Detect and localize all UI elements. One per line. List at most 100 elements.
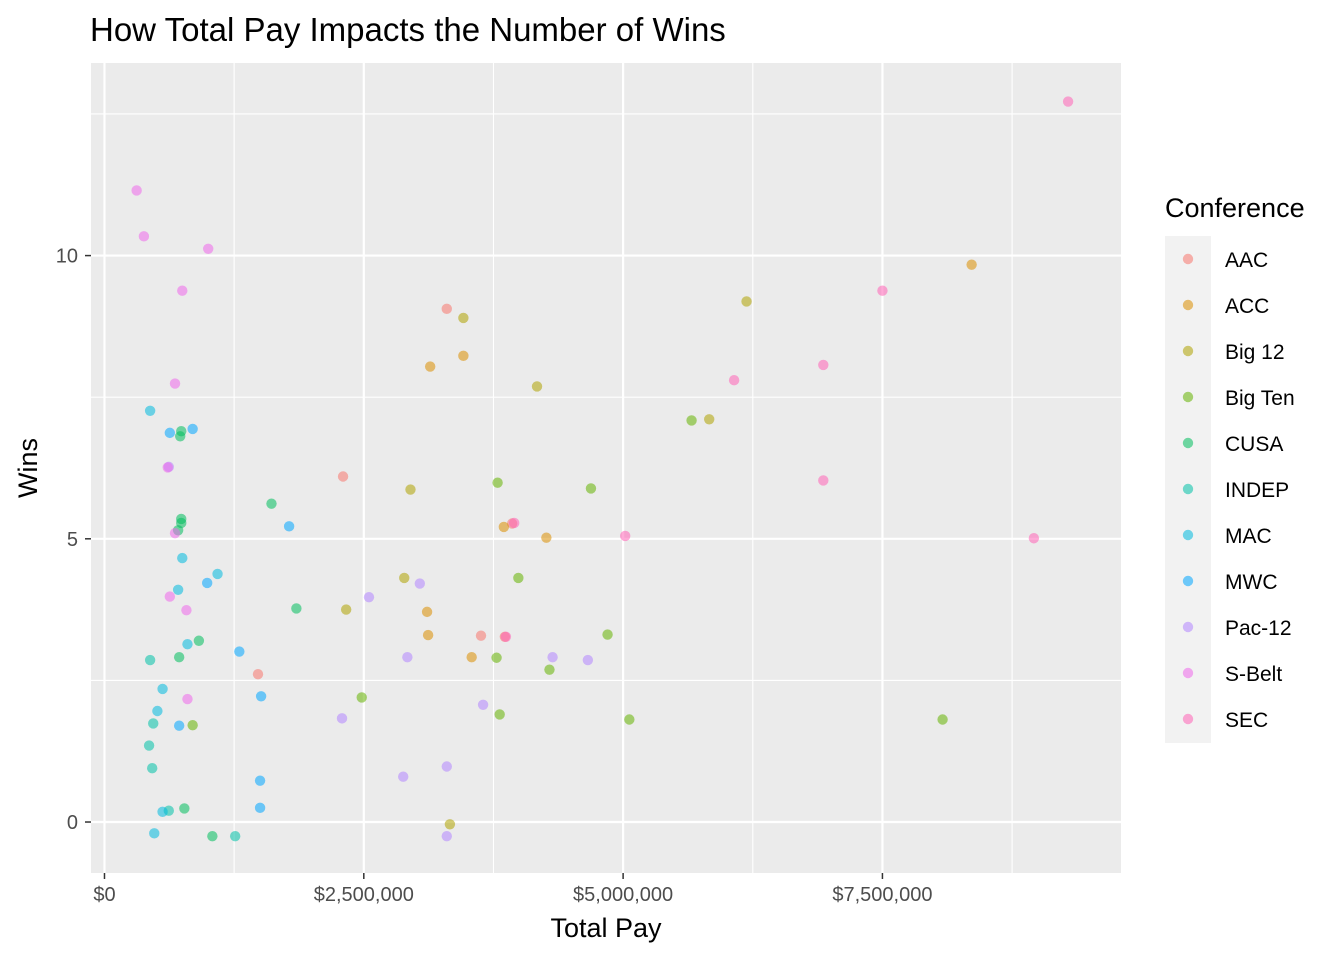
- data-point: [399, 572, 410, 584]
- data-point: [441, 303, 452, 315]
- chart-title: How Total Pay Impacts the Number of Wins: [90, 11, 726, 48]
- data-point: [164, 591, 176, 602]
- data-point: [441, 830, 452, 842]
- legend-label: MAC: [1225, 525, 1272, 548]
- data-point: [169, 527, 181, 539]
- legend-key: [1182, 391, 1194, 403]
- legend-key: [1182, 667, 1194, 679]
- data-point: [398, 771, 409, 782]
- data-point: [1062, 96, 1074, 107]
- legend-key: [1182, 483, 1194, 495]
- data-point: [458, 312, 469, 324]
- data-point: [491, 652, 502, 663]
- data-point: [254, 802, 266, 814]
- data-point: [458, 350, 469, 362]
- data-point: [175, 431, 186, 442]
- legend-label: MWC: [1225, 571, 1277, 594]
- data-point: [336, 713, 348, 724]
- data-point: [444, 819, 456, 830]
- data-point: [337, 471, 349, 482]
- data-point: [402, 651, 413, 663]
- legend-key: [1182, 575, 1194, 587]
- data-point: [356, 692, 367, 703]
- data-point: [283, 521, 295, 532]
- data-point: [704, 414, 715, 425]
- data-point: [500, 631, 512, 642]
- data-point: [187, 719, 198, 731]
- data-point: [207, 830, 218, 842]
- data-point: [686, 415, 697, 426]
- data-point: [741, 296, 752, 307]
- data-point: [252, 668, 264, 680]
- data-point: [441, 761, 452, 772]
- legend-key: [1182, 299, 1194, 311]
- legend-key: [1182, 529, 1194, 541]
- data-point: [291, 603, 302, 614]
- data-point: [179, 803, 190, 814]
- legend-key: [1182, 437, 1194, 449]
- x-axis-title: Total Pay: [550, 913, 662, 943]
- data-point: [619, 530, 631, 542]
- legend-label: CUSA: [1225, 433, 1283, 456]
- data-point: [182, 693, 193, 705]
- data-point: [477, 699, 489, 710]
- y-axis-title: Wins: [13, 438, 43, 498]
- data-point: [234, 646, 245, 657]
- data-point: [818, 359, 829, 371]
- legend-label: ACC: [1225, 295, 1269, 318]
- data-point: [585, 483, 597, 494]
- data-point: [498, 521, 510, 533]
- data-point: [152, 705, 163, 717]
- y-tick-label: 10: [56, 246, 78, 268]
- data-point: [229, 830, 241, 842]
- data-point: [203, 243, 214, 254]
- data-point: [422, 629, 434, 641]
- legend-label: AAC: [1225, 249, 1268, 272]
- x-tick-label: $0: [93, 884, 115, 906]
- data-point: [582, 654, 594, 666]
- data-point: [173, 720, 185, 731]
- data-point: [144, 405, 156, 416]
- legend: Conference AAC ACC Big 12 Big Ten CUSA INDEP M…: [1165, 193, 1305, 743]
- data-point: [201, 577, 213, 589]
- x-axis-ticks: $0 $2,500,000 $5,000,000 $7,500,000: [93, 873, 932, 906]
- data-point: [475, 630, 487, 641]
- legend-label: Big Ten: [1225, 387, 1295, 410]
- data-point: [177, 552, 188, 564]
- data-point: [602, 629, 613, 640]
- data-point: [173, 651, 185, 663]
- data-point: [492, 477, 503, 488]
- data-point: [966, 259, 977, 270]
- legend-label: S-Belt: [1225, 663, 1282, 686]
- data-point: [146, 763, 158, 774]
- y-tick-label: 5: [67, 529, 78, 551]
- data-point: [1028, 533, 1040, 544]
- data-point: [541, 532, 552, 543]
- data-point: [149, 828, 160, 839]
- data-point: [254, 775, 266, 786]
- data-point: [148, 718, 159, 729]
- data-point: [193, 635, 205, 646]
- data-point: [877, 285, 888, 296]
- data-point: [818, 475, 829, 486]
- data-points: [131, 96, 1074, 842]
- data-point: [547, 651, 558, 663]
- data-point: [531, 381, 543, 392]
- data-point: [182, 638, 193, 650]
- data-point: [131, 185, 142, 196]
- data-point: [466, 651, 477, 663]
- legend-label: SEC: [1225, 709, 1268, 732]
- data-point: [157, 683, 168, 695]
- data-point: [509, 517, 520, 529]
- data-point: [144, 654, 156, 666]
- data-point: [164, 427, 176, 439]
- legend-key: [1182, 621, 1194, 633]
- data-point: [169, 378, 181, 389]
- data-point: [187, 423, 198, 435]
- data-point: [340, 604, 352, 615]
- data-point: [266, 498, 277, 509]
- data-point: [421, 606, 433, 618]
- data-point: [363, 591, 375, 603]
- data-point: [513, 572, 524, 584]
- data-point: [212, 568, 223, 580]
